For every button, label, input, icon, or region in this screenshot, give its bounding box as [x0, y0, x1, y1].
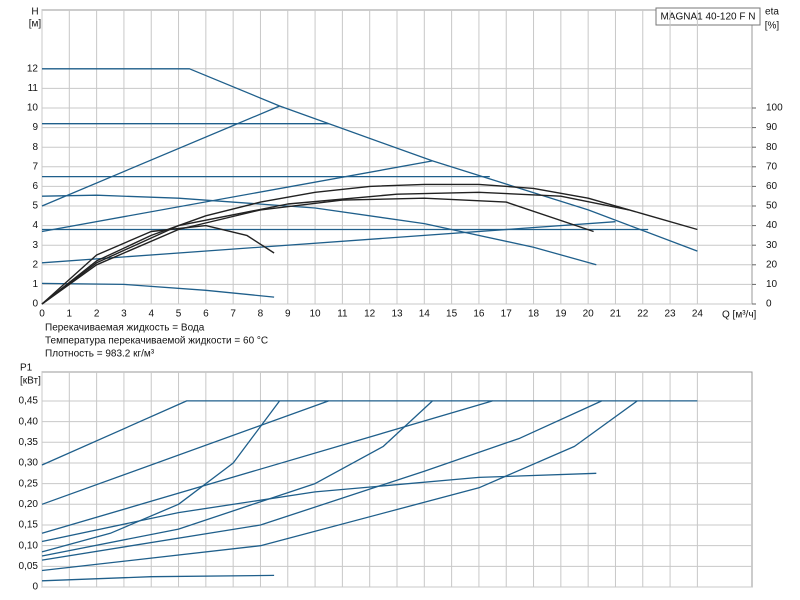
curve — [41, 197, 594, 305]
y2-tick-label: 0 — [766, 299, 772, 310]
note: Перекачиваемая жидкость = Вода — [45, 323, 205, 334]
curve — [41, 400, 698, 466]
x-tick-label: 6 — [203, 309, 209, 320]
y-axis-label: P1 — [20, 363, 33, 374]
curve — [41, 183, 698, 305]
x-tick-label: 1 — [67, 309, 73, 320]
y-tick-label: 0,15 — [19, 520, 39, 531]
x-tick-label: 7 — [230, 309, 236, 320]
curve — [41, 400, 493, 534]
curve — [41, 400, 603, 561]
curve — [41, 574, 275, 582]
y-tick-label: 4 — [32, 220, 38, 231]
x-tick-label: 23 — [665, 309, 677, 320]
y2-tick-label: 90 — [766, 122, 778, 133]
x-tick-label: 5 — [176, 309, 182, 320]
x-tick-label: 21 — [610, 309, 622, 320]
x-tick-label: 2 — [94, 309, 100, 320]
curve — [41, 472, 597, 543]
y-tick-label: 2 — [32, 259, 38, 270]
x-tick-label: 24 — [692, 309, 704, 320]
y2-tick-label: 40 — [766, 220, 778, 231]
y-tick-label: 11 — [28, 83, 39, 94]
y-tick-label: 9 — [32, 122, 38, 133]
curve — [41, 282, 275, 298]
x-tick-label: 19 — [555, 309, 567, 320]
note: Плотность = 983.2 кг/м³ — [45, 349, 155, 360]
y-tick-label: 12 — [27, 63, 39, 74]
curve — [41, 221, 616, 264]
x-tick-label: 3 — [121, 309, 127, 320]
y-tick-label: 0,45 — [19, 396, 39, 407]
x-tick-label: 20 — [583, 309, 595, 320]
y-tick-label: 6 — [32, 181, 38, 192]
x-tick-label: 18 — [528, 309, 540, 320]
y2-axis-label: eta — [765, 7, 779, 18]
y2-tick-label: 100 — [766, 103, 783, 114]
curve — [41, 400, 329, 505]
y2-tick-label: 10 — [766, 279, 778, 290]
y-tick-label: 1 — [32, 279, 38, 290]
y2-tick-label: 60 — [766, 181, 778, 192]
y-tick-label: 0,30 — [19, 458, 39, 469]
y-tick-label: 10 — [27, 103, 39, 114]
curve — [41, 105, 280, 207]
y2-axis-label: [%] — [765, 21, 780, 32]
x-tick-label: 22 — [637, 309, 649, 320]
y-tick-label: 0,25 — [19, 478, 39, 489]
x-axis-label: Q [м³/ч] — [722, 310, 757, 321]
x-tick-label: 8 — [258, 309, 264, 320]
y2-tick-label: 30 — [766, 240, 778, 251]
y-tick-label: 0,20 — [19, 499, 39, 510]
y-tick-label: 0 — [32, 299, 38, 310]
y2-tick-label: 20 — [766, 259, 778, 270]
curve — [41, 224, 275, 305]
y-tick-label: 5 — [32, 201, 38, 212]
x-tick-label: 9 — [285, 309, 291, 320]
y-tick-label: 8 — [32, 142, 38, 153]
y2-tick-label: 70 — [766, 161, 778, 172]
x-tick-label: 4 — [148, 309, 154, 320]
y-tick-label: 0,40 — [19, 416, 39, 427]
curve — [41, 194, 597, 266]
x-tick-label: 13 — [391, 309, 403, 320]
y2-tick-label: 50 — [766, 201, 778, 212]
curve — [41, 400, 433, 557]
y-tick-label: 0,35 — [19, 437, 39, 448]
y-tick-label: 0 — [32, 582, 38, 593]
curve — [41, 400, 638, 572]
curve — [42, 68, 698, 252]
title-box — [655, 7, 761, 26]
y-axis-label: [м] — [29, 19, 42, 30]
y-tick-label: 3 — [32, 240, 38, 251]
y-tick-label: 0,10 — [19, 540, 39, 551]
x-tick-label: 12 — [364, 309, 376, 320]
chart-title: MAGNA1 40-120 F N — [660, 12, 755, 23]
x-tick-label: 10 — [310, 309, 322, 320]
x-tick-label: 17 — [501, 309, 513, 320]
y2-tick-label: 80 — [766, 142, 778, 153]
y-tick-label: 7 — [32, 161, 38, 172]
y-tick-label: 0,05 — [19, 561, 39, 572]
x-tick-label: 11 — [337, 309, 348, 320]
curve — [41, 400, 281, 553]
curve — [41, 160, 433, 233]
y-axis-label: [кВт] — [20, 376, 41, 387]
x-tick-label: 14 — [419, 309, 431, 320]
x-tick-label: 0 — [39, 309, 45, 320]
x-tick-label: 16 — [473, 309, 485, 320]
curve — [41, 191, 630, 305]
y-axis-label: H — [31, 7, 38, 18]
note: Температура перекачиваемой жидкости = 60… — [45, 336, 268, 347]
x-tick-label: 15 — [446, 309, 458, 320]
